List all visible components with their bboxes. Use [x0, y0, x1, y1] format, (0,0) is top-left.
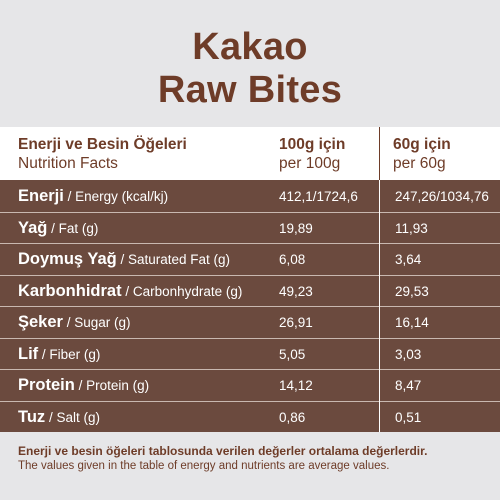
value-per-60g: 3,03: [395, 346, 422, 362]
table-row: Lif / Fiber (g) 5,05 3,03: [0, 338, 500, 369]
product-title-line1: Kakao: [192, 26, 308, 68]
row-separator: [0, 337, 500, 339]
nutrition-table: Enerji / Energy (kcal/kj) 412,1/1724,6 247…: [0, 180, 500, 432]
value-per-100g: 14,12: [279, 378, 313, 393]
header-label-tr: Enerji ve Besin Öğeleri: [18, 136, 187, 153]
nutrient-name-tr: Enerji: [18, 187, 64, 205]
value-per-100g: 5,05: [279, 346, 306, 362]
header-col1-tr: 100g için: [279, 136, 346, 153]
table-row: Enerji / Energy (kcal/kj) 412,1/1724,6 247…: [0, 180, 500, 211]
row-separator: [0, 274, 500, 276]
product-title-line2: Raw Bites: [157, 69, 343, 111]
table-row: Şeker / Sugar (g) 26,91 16,14: [0, 306, 500, 337]
nutrient-name-en: / Salt (g): [45, 409, 100, 425]
nutrient-name-en: / Energy (kcal/kj): [63, 189, 169, 204]
footer-note-tr: Enerji ve besin öğeleri tablosunda veril…: [18, 444, 428, 458]
nutrient-name-en: / Protein (g): [74, 378, 150, 393]
nutrient-name-en: / Fiber (g): [38, 346, 101, 362]
row-separator: [0, 211, 500, 213]
table-row: Yağ / Fat (g) 19,89 11,93: [0, 212, 500, 243]
value-per-100g: 6,08: [279, 252, 306, 267]
nutrient-name-en: / Sugar (g): [62, 315, 131, 330]
row-separator: [0, 369, 500, 370]
value-per-100g: 19,89: [279, 220, 313, 236]
nutrient-name-tr: Doymuş Yağ: [18, 250, 117, 268]
nutrient-label: Karbonhidrat / Carbonhydrate (g): [18, 282, 242, 301]
table-row: Karbonhidrat / Carbonhydrate (g) 49,23 29,…: [0, 275, 500, 306]
nutrient-name-en: / Fat (g): [47, 220, 99, 236]
nutrient-label: Tuz / Salt (g): [18, 408, 100, 427]
nutrient-name-en: / Carbonhydrate (g): [121, 283, 243, 299]
header-column-divider: [379, 127, 380, 180]
nutrient-label: Yağ / Fat (g): [18, 219, 98, 238]
value-per-60g: 29,53: [395, 283, 429, 299]
value-per-60g: 8,47: [395, 378, 422, 393]
title-band: Kakao Raw Bites: [0, 0, 500, 127]
value-per-100g: 0,86: [279, 409, 306, 425]
table-header: Enerji ve Besin Öğeleri Nutrition Facts …: [0, 127, 500, 180]
nutrient-name-tr: Yağ: [18, 218, 48, 237]
value-per-60g: 3,64: [395, 252, 422, 267]
table-row: Protein / Protein (g) 14,12 8,47: [0, 369, 500, 400]
table-row: Doymuş Yağ / Saturated Fat (g) 6,08 3,64: [0, 243, 500, 274]
row-separator: [0, 243, 500, 244]
header-col1-en: per 100g: [279, 155, 341, 172]
nutrient-label: Enerji / Energy (kcal/kj): [18, 187, 168, 206]
footer-note-en: The values given in the table of energy …: [18, 460, 390, 472]
header-label-en: Nutrition Facts: [18, 155, 118, 172]
nutrient-name-tr: Lif: [18, 344, 39, 363]
nutrient-name-tr: Protein: [18, 376, 75, 394]
value-per-100g: 26,91: [279, 315, 313, 330]
value-per-60g: 16,14: [395, 315, 429, 330]
row-separator: [0, 400, 500, 402]
header-label: Enerji ve Besin Öğeleri Nutrition Facts: [18, 135, 187, 173]
value-per-60g: 0,51: [395, 409, 422, 425]
nutrient-name-tr: Şeker: [18, 313, 63, 331]
nutrient-name-tr: Tuz: [18, 407, 46, 426]
value-per-100g: 49,23: [279, 283, 313, 299]
footer-note: Enerji ve besin öğeleri tablosunda veril…: [0, 432, 500, 500]
value-per-60g: 247,26/1034,76: [395, 189, 489, 204]
header-col2-tr: 60g için: [393, 136, 451, 153]
nutrient-label: Şeker / Sugar (g): [18, 313, 131, 332]
nutrient-label: Doymuş Yağ / Saturated Fat (g): [18, 250, 230, 269]
header-col-100g: 100g için per 100g: [279, 135, 345, 173]
nutrient-label: Protein / Protein (g): [18, 376, 149, 395]
value-per-100g: 412,1/1724,6: [279, 189, 358, 204]
nutrient-label: Lif / Fiber (g): [18, 345, 100, 364]
header-col-60g: 60g için per 60g: [393, 135, 451, 173]
table-row: Tuz / Salt (g) 0,86 0,51: [0, 401, 500, 432]
row-separator: [0, 306, 500, 307]
header-col2-en: per 60g: [393, 155, 446, 172]
table-column-divider: [379, 180, 380, 432]
nutrient-name-tr: Karbonhidrat: [18, 281, 122, 300]
nutrient-name-en: / Saturated Fat (g): [116, 252, 231, 267]
value-per-60g: 11,93: [395, 220, 428, 236]
